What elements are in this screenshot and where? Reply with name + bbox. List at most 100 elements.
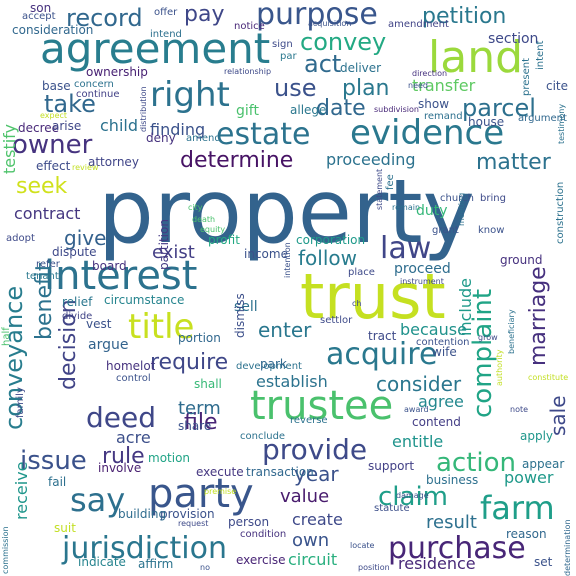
word-support: support bbox=[368, 459, 415, 473]
word-consider: consider bbox=[376, 372, 462, 396]
word-use: use bbox=[274, 74, 317, 102]
word-section: section bbox=[488, 31, 539, 47]
word-accept: accept bbox=[22, 11, 56, 22]
word-intend: intend bbox=[150, 29, 182, 40]
word-business: business bbox=[426, 473, 479, 487]
word-allege: allege bbox=[290, 103, 327, 117]
word-continue: continue bbox=[76, 89, 120, 100]
word-marriage: marriage bbox=[526, 266, 551, 366]
word-review: review bbox=[72, 163, 99, 172]
word-grow: grow bbox=[478, 333, 498, 342]
word-corporation: corporation bbox=[296, 233, 366, 247]
word-refer: refer bbox=[36, 259, 60, 270]
word-agreement: agreement bbox=[40, 24, 271, 73]
word-claim: claim bbox=[378, 482, 449, 512]
word-beneficiary: beneficiary bbox=[507, 309, 516, 354]
word-shall: shall bbox=[194, 377, 222, 391]
word-ch: ch bbox=[352, 299, 362, 308]
word-know: know bbox=[478, 225, 505, 236]
word-remand: remand bbox=[424, 111, 463, 122]
word-ownership: ownership bbox=[86, 65, 148, 79]
word-present: present bbox=[521, 57, 532, 96]
word-deny: deny bbox=[146, 131, 176, 145]
word-evidence: evidence bbox=[350, 113, 505, 153]
word-record: record bbox=[66, 4, 143, 32]
word-issue: issue bbox=[20, 446, 87, 476]
word-take: take bbox=[44, 90, 96, 118]
word-seek: seek bbox=[16, 174, 68, 199]
word-amendment: amendment bbox=[388, 19, 449, 30]
word-set: set bbox=[534, 555, 553, 569]
word-conclude: conclude bbox=[240, 431, 286, 442]
word-residence: residence bbox=[398, 554, 476, 573]
word-result: result bbox=[426, 512, 477, 533]
word-portion: portion bbox=[178, 331, 221, 345]
word-give: give bbox=[64, 226, 107, 250]
word-fail: fail bbox=[48, 475, 67, 489]
word-power: power bbox=[504, 468, 554, 487]
word-plan: plan bbox=[342, 76, 390, 101]
word-place: place bbox=[348, 267, 375, 278]
word-entitle: entitle bbox=[392, 432, 444, 451]
word-reverse: reverse bbox=[290, 415, 328, 426]
word-subdivision: subdivision bbox=[374, 105, 419, 114]
word-year: year bbox=[294, 462, 339, 486]
word-grant: grant bbox=[432, 225, 459, 236]
word-notice: notice bbox=[234, 21, 265, 32]
word-exist: exist bbox=[152, 242, 195, 263]
word-divide: divide bbox=[62, 311, 93, 322]
word-property: property bbox=[98, 160, 475, 263]
word-parcel: parcel bbox=[462, 94, 536, 122]
word-show: show bbox=[418, 97, 450, 111]
word-construction: construction bbox=[555, 181, 566, 244]
word-contention: contention bbox=[416, 337, 470, 348]
word-circumstance: circumstance bbox=[104, 293, 185, 307]
word-transaction: transaction bbox=[246, 465, 314, 479]
word-dispute: dispute bbox=[52, 245, 97, 259]
word-control: control bbox=[116, 373, 151, 384]
word-building: building bbox=[118, 507, 167, 521]
word-testify: testify bbox=[0, 124, 19, 174]
word-determination: determination bbox=[563, 519, 572, 576]
word-provision: provision bbox=[160, 507, 215, 521]
word-base: base bbox=[42, 79, 71, 93]
word-petition: petition bbox=[422, 4, 507, 29]
word-estate: estate bbox=[216, 117, 311, 152]
word-acre: acre bbox=[116, 428, 151, 447]
word-establish: establish bbox=[256, 372, 328, 391]
word-statement: statement bbox=[375, 168, 384, 210]
word-family: family bbox=[15, 387, 26, 418]
word-gift: gift bbox=[236, 103, 259, 119]
word-provide: provide bbox=[262, 433, 368, 466]
word-position: position bbox=[358, 563, 390, 572]
word-contend: contend bbox=[412, 415, 461, 429]
word-need: need bbox=[408, 81, 428, 90]
word-acquisition: acquisition bbox=[308, 19, 352, 28]
word-law: law bbox=[380, 231, 432, 266]
word-relationship: relationship bbox=[224, 67, 272, 76]
word-fee: fee bbox=[385, 174, 396, 190]
word-jurisdiction: jurisdiction bbox=[62, 531, 227, 566]
word-date: date bbox=[316, 96, 366, 121]
word-son: son bbox=[30, 1, 52, 15]
word-effect: effect bbox=[36, 159, 71, 173]
word-development: development bbox=[236, 361, 302, 372]
word-farm: farm bbox=[480, 489, 555, 527]
word-home: home bbox=[106, 359, 141, 373]
word-owner: owner bbox=[12, 130, 93, 160]
word-child: child bbox=[100, 116, 138, 135]
word-ground: ground bbox=[500, 253, 543, 267]
word-trustee: trustee bbox=[250, 383, 394, 429]
word-motion: motion bbox=[148, 451, 191, 465]
word-interest: interest bbox=[44, 253, 198, 299]
word-party: party bbox=[148, 471, 254, 517]
word-expect: expect bbox=[40, 111, 68, 120]
word-note: note bbox=[510, 405, 529, 414]
word-trust: trust bbox=[300, 260, 446, 333]
word-because: because bbox=[400, 320, 467, 339]
word-park: park bbox=[260, 357, 287, 371]
word-value: value bbox=[280, 486, 330, 507]
word-intention: intention bbox=[283, 242, 292, 278]
word-receive: receive bbox=[12, 461, 31, 520]
